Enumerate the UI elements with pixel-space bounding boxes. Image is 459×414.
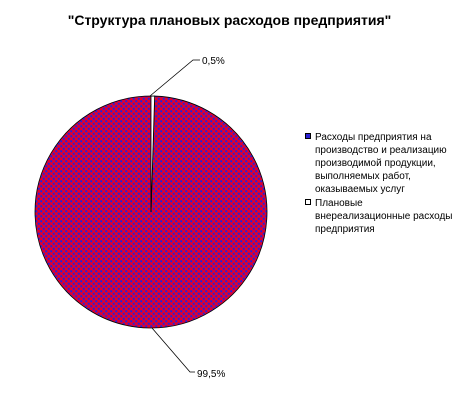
- legend-swatch-main-expenses: [305, 133, 311, 139]
- legend-swatch-non-operating: [305, 199, 311, 205]
- data-label-main-expenses: 99,5%: [197, 369, 225, 380]
- legend-label-main-expenses: Расходы предприятия на производство и ре…: [315, 132, 447, 195]
- leader-lines: [149, 59, 200, 373]
- leader-line-non-operating: [149, 59, 200, 97]
- data-label-non-operating: 0,5%: [202, 56, 225, 67]
- chart-title: "Структура плановых расходов предприятия…: [67, 12, 392, 28]
- legend-item-main-expenses: Расходы предприятия на производство и ре…: [305, 131, 455, 196]
- legend-label-non-operating: Плановые внереализационные расходы предп…: [315, 198, 453, 235]
- pie-slices: [34, 95, 268, 329]
- legend: Расходы предприятия на производство и ре…: [305, 131, 455, 237]
- leader-line-main-expenses: [151, 327, 195, 373]
- legend-item-non-operating: Плановые внереализационные расходы предп…: [305, 197, 455, 236]
- data-labels: 0,5% 99,5%: [197, 56, 225, 380]
- slice-non-operating: [150, 95, 156, 213]
